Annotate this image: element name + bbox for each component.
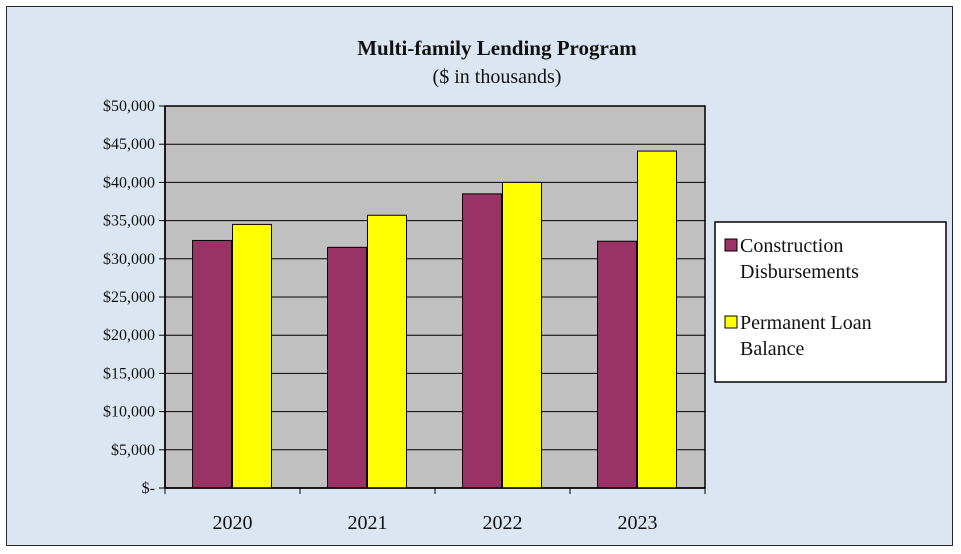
bar-permanent-2023 <box>637 150 677 489</box>
y-tick-label: $20,000 <box>103 327 155 344</box>
x-category-label: 2021 <box>348 512 388 534</box>
y-tick-label: $15,000 <box>103 365 155 382</box>
y-tick-label: $30,000 <box>103 251 155 268</box>
bar-chart: Multi-family Lending Program ($ in thous… <box>103 36 947 534</box>
bar-construction-2023 <box>597 240 637 489</box>
bar-construction-2020 <box>192 239 232 489</box>
y-tick-label: $35,000 <box>103 213 155 230</box>
legend-swatch <box>724 238 738 252</box>
legend-swatch <box>724 315 738 329</box>
x-category-label: 2023 <box>618 512 658 534</box>
y-tick-label: $- <box>142 480 155 497</box>
bar-construction-2021 <box>327 246 367 489</box>
x-category-label: 2022 <box>483 512 523 534</box>
legend: Construction Disbursements Permanent Loan B… <box>714 221 947 383</box>
y-tick-label: $5,000 <box>111 442 155 459</box>
legend-label: Disbursements <box>740 261 859 283</box>
bar-permanent-2022 <box>502 181 542 489</box>
y-tick-label: $50,000 <box>103 98 155 115</box>
bar-permanent-2021 <box>367 214 407 489</box>
legend-box <box>714 221 947 383</box>
y-tick-label: $10,000 <box>103 404 155 421</box>
y-axis-ticks: $- $5,000 $10,000 $15,000 $20,000 $25,000 $30,… <box>103 98 165 497</box>
legend-label: Permanent Loan <box>740 312 872 334</box>
bar-construction-2022 <box>462 193 502 489</box>
y-tick-label: $40,000 <box>103 174 155 191</box>
legend-label: Construction <box>740 235 843 257</box>
y-tick-label: $25,000 <box>103 289 155 306</box>
legend-label: Balance <box>740 338 805 360</box>
bar-permanent-2020 <box>232 223 272 489</box>
x-category-label: 2020 <box>213 512 253 534</box>
x-axis-categories: 2020 2021 2022 2023 <box>213 512 658 534</box>
chart-subtitle: ($ in thousands) <box>433 66 562 88</box>
y-tick-label: $45,000 <box>103 136 155 153</box>
chart-title: Multi-family Lending Program <box>357 36 637 60</box>
chart-frame: Multi-family Lending Program ($ in thous… <box>6 6 953 546</box>
